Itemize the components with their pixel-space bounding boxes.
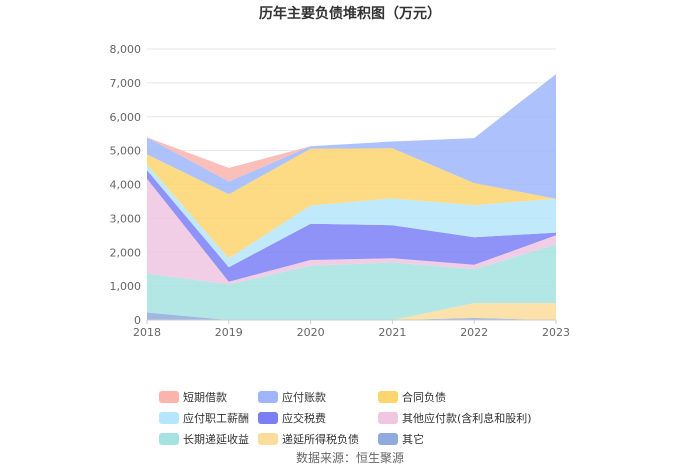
area-series (147, 164, 556, 268)
legend-item[interactable]: 短期借款 (159, 390, 227, 404)
y-tick-label: 6,000 (110, 111, 142, 124)
legend-swatch (159, 412, 179, 424)
x-tick-label: 2020 (297, 326, 325, 339)
legend-swatch (258, 433, 278, 445)
legend-swatch (378, 433, 398, 445)
y-tick-label: 5,000 (110, 145, 142, 158)
legend-item[interactable]: 应付账款 (258, 390, 326, 404)
y-tick-label: 7,000 (110, 77, 142, 90)
legend-label: 其它 (402, 432, 424, 446)
legend-item[interactable]: 合同负债 (378, 390, 446, 404)
axes: 0 1,000 2,000 3,000 4,000 5,000 6,000 7,000 8,00… (110, 43, 571, 339)
legend-label: 应交税费 (282, 411, 326, 425)
legend-swatch (159, 433, 179, 445)
legend-label: 递延所得税负债 (282, 432, 359, 446)
legend-swatch (378, 412, 398, 424)
legend-item[interactable]: 长期递延收益 (159, 432, 249, 446)
legend-item[interactable]: 应付职工薪酬 (159, 411, 249, 425)
x-tick-label: 2022 (460, 326, 488, 339)
legend-swatch (258, 391, 278, 403)
area-series (147, 148, 556, 259)
y-tick-label: 2,000 (110, 246, 142, 259)
legend-label: 应付账款 (282, 390, 326, 404)
legend-swatch (159, 391, 179, 403)
y-tick-label: 4,000 (110, 179, 142, 192)
area-series (147, 312, 556, 320)
y-tick-label: 3,000 (110, 212, 142, 225)
y-tick-label: 1,000 (110, 280, 142, 293)
chart-title: 历年主要负债堆积图（万元） (259, 5, 441, 22)
plot-area (147, 74, 556, 320)
legend-label: 应付职工薪酬 (183, 411, 249, 425)
legend-item[interactable]: 其它 (378, 432, 424, 446)
area-series (147, 74, 556, 199)
area-series (147, 303, 556, 320)
x-tick-label: 2021 (378, 326, 406, 339)
y-tick-label: 0 (134, 314, 141, 327)
x-tick-label: 2019 (215, 326, 243, 339)
legend-item[interactable]: 其他应付款(含利息和股利) (378, 411, 532, 425)
legend-label: 合同负债 (402, 390, 446, 404)
legend-swatch (258, 412, 278, 424)
legend-label: 长期递延收益 (183, 432, 249, 446)
source-note: 数据来源：恒生聚源 (296, 450, 404, 465)
legend-item[interactable]: 应交税费 (258, 411, 326, 425)
x-tick-label: 2023 (542, 326, 570, 339)
legend-label: 短期借款 (183, 390, 227, 404)
y-tick-label: 8,000 (110, 43, 142, 56)
legend-swatch (378, 391, 398, 403)
area-series (147, 170, 556, 282)
legend-label: 其他应付款(含利息和股利) (402, 411, 532, 425)
area-series (147, 244, 556, 320)
x-tick-label: 2018 (133, 326, 161, 339)
legend-item[interactable]: 递延所得税负债 (258, 432, 359, 446)
area-series (147, 178, 556, 285)
